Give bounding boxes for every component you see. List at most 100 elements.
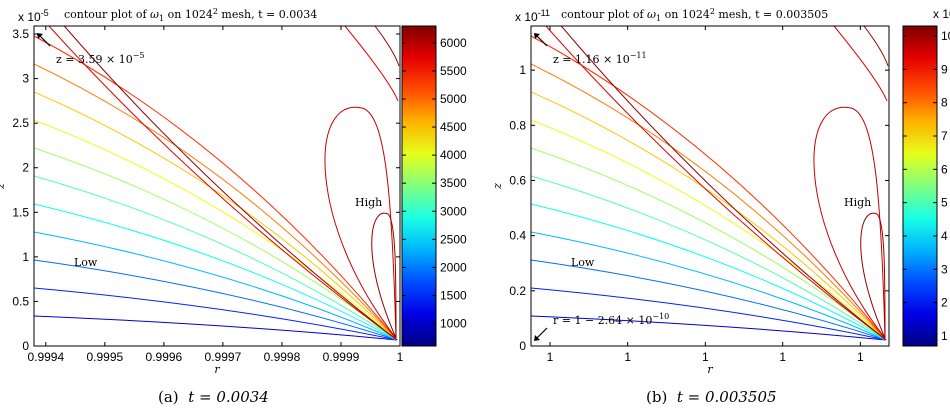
- y-tick-label: 0.6: [509, 173, 526, 187]
- axes-box: [530, 25, 890, 347]
- y-tick-label: 0.4: [509, 229, 526, 243]
- colorbar-tick-label: 5500: [440, 64, 467, 78]
- contour-loop-high-inner: [860, 212, 886, 339]
- low-label: Low: [571, 256, 595, 269]
- colorbar-tick-label: 6000: [440, 36, 467, 50]
- x-tick-label: 0.9999: [323, 350, 360, 364]
- contour-plot-b: 0 0.2 0.4 0.6 0.8 1 1 1 1 1 1 x 10-11 contour plot o…: [491, 7, 950, 376]
- contour-line: [34, 259, 398, 341]
- bottom-arrow-head: [534, 335, 540, 341]
- contour-line: [34, 63, 398, 341]
- bottom-annotation: r = 1 − 2.64 × 10−10: [553, 312, 669, 327]
- axes-box: [33, 25, 401, 347]
- contour-line: [545, 26, 887, 341]
- contour-line: [531, 91, 887, 341]
- contour-line-corner: [863, 26, 889, 67]
- panel-a: 0 0.5 1 1.5 2 2.5 3 3.5 0.9994 0.9995 0.9996 0.9997…: [0, 7, 467, 406]
- y-axis-multiplier: x 10-5: [18, 8, 49, 24]
- colorbar-tick-label: 1500: [440, 288, 467, 302]
- y-tick-label: 1: [22, 250, 29, 264]
- contour-line-corner: [344, 26, 399, 102]
- colorbar-tick-label: 5000: [440, 92, 467, 106]
- colorbar-tick-label: 3500: [440, 176, 467, 190]
- caption-a-label: (a): [158, 388, 179, 406]
- colorbar-tick-label: 5: [941, 196, 948, 210]
- contour-line: [531, 287, 887, 341]
- contour-plot-a: 0 0.5 1 1.5 2 2.5 3 3.5 0.9994 0.9995 0.9996 0.9997…: [0, 7, 467, 376]
- y-tick-label: 2: [22, 161, 29, 175]
- chart-title: contour plot of ω1 on 10242 mesh, t = 0.…: [561, 7, 828, 23]
- contour-lines: [34, 26, 400, 341]
- contour-line: [34, 91, 398, 341]
- y-tick-label: 0: [22, 339, 29, 353]
- y-tick-label: 0.5: [12, 294, 29, 308]
- contour-loop-high-inner: [371, 212, 397, 339]
- caption-a-text: t = 0.0034: [188, 388, 269, 406]
- colorbar-tick-label: 2: [941, 296, 948, 310]
- contour-line: [48, 26, 398, 341]
- colorbar-tick-label: 3000: [440, 204, 467, 218]
- y-axis-label: z: [0, 183, 7, 190]
- contour-line: [34, 147, 398, 341]
- contour-loop-high: [813, 106, 886, 339]
- x-tick-label: 1: [779, 350, 786, 364]
- caption-b-label: (b): [646, 388, 668, 406]
- contour-line: [531, 315, 887, 341]
- top-arrow-head: [37, 33, 43, 39]
- contour-line: [531, 119, 887, 341]
- contour-line: [34, 203, 398, 341]
- x-tick-label: 0.9995: [86, 350, 123, 364]
- x-tick-label: 0.9997: [205, 350, 242, 364]
- caption-b: (b) t = 0.003505: [646, 388, 777, 406]
- contour-line: [63, 26, 398, 341]
- colorbar-tick-label: 4500: [440, 120, 467, 134]
- y-tick-label: 1.5: [12, 205, 29, 219]
- contour-line: [531, 203, 887, 341]
- x-tick-label: 1: [702, 350, 709, 364]
- contour-line: [531, 147, 887, 341]
- caption-a: (a) t = 0.0034: [158, 388, 269, 406]
- y-axis-label: z: [491, 183, 504, 190]
- y-tick-label: 0: [519, 339, 526, 353]
- contour-line: [34, 35, 398, 341]
- contour-line: [531, 231, 887, 341]
- y-tick-label: 3: [22, 72, 29, 86]
- x-tick-label: 0.9996: [146, 350, 183, 364]
- y-axis-multiplier: x 10-11: [515, 8, 550, 24]
- colorbar-tick-label: 7: [941, 129, 948, 143]
- colorbar: [902, 25, 938, 347]
- low-label: Low: [74, 256, 98, 269]
- x-tick-label: 1: [857, 350, 864, 364]
- chart-title: contour plot of ω1 on 10242 mesh, t = 0.…: [64, 7, 317, 23]
- x-tick-label: 1: [547, 350, 554, 364]
- colorbar-tick-label: 1000: [440, 317, 467, 331]
- contour-loop-high: [324, 106, 397, 339]
- colorbar: [401, 25, 437, 347]
- y-tick-label: 3.5: [12, 27, 29, 41]
- colorbar-tick-label: 6: [941, 162, 948, 176]
- colorbar-tick-label: 2500: [440, 232, 467, 246]
- contour-line: [531, 35, 887, 341]
- contour-line: [531, 259, 887, 341]
- contour-line: [34, 119, 398, 341]
- high-label: High: [355, 196, 382, 209]
- contour-line: [34, 315, 398, 341]
- contour-line: [531, 63, 887, 341]
- high-label: High: [844, 196, 871, 209]
- contour-line: [34, 175, 398, 341]
- x-axis-label: r: [214, 363, 220, 376]
- top-arrow-head: [534, 33, 540, 39]
- contour-line-corner: [374, 26, 400, 67]
- colorbar-tick-label: 1: [941, 329, 948, 343]
- y-tick-label: 0.2: [509, 284, 526, 298]
- panel-b: 0 0.2 0.4 0.6 0.8 1 1 1 1 1 1 x 10-11 contour plot o…: [475, 0, 950, 416]
- colorbar-tick-label: 4: [941, 229, 948, 243]
- colorbar-tick-label: 2000: [440, 260, 467, 274]
- x-tick-label: 0.9994: [27, 350, 64, 364]
- contour-line: [560, 26, 887, 341]
- x-axis-label: r: [707, 363, 713, 376]
- contour-line: [34, 231, 398, 341]
- contour-line-corner: [833, 26, 888, 102]
- x-tick-label: 0.9998: [264, 350, 301, 364]
- x-tick-label: 1: [624, 350, 631, 364]
